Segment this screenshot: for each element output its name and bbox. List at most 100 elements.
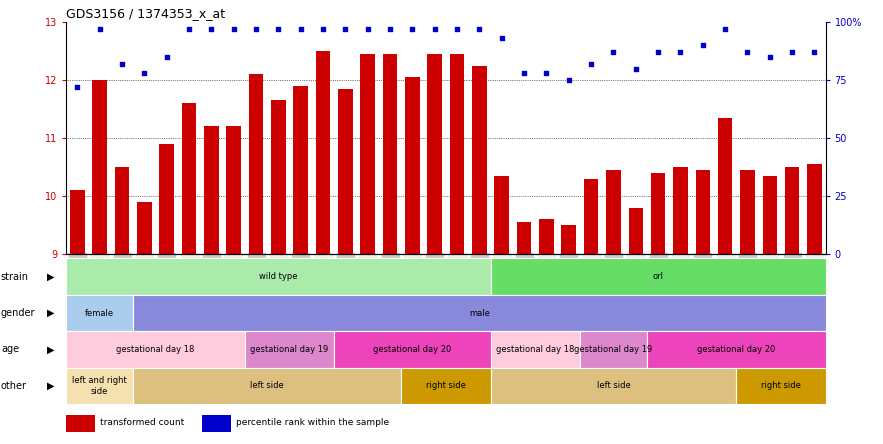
Point: [138, 70, 152, 77]
Bar: [807, 164, 822, 254]
Bar: [249, 74, 263, 254]
Bar: [133, 368, 401, 404]
Bar: [316, 51, 330, 254]
Point: [360, 26, 374, 33]
Point: [115, 60, 129, 67]
Bar: [66, 368, 133, 404]
Bar: [449, 54, 464, 254]
Text: ▶: ▶: [47, 345, 54, 354]
Bar: [491, 331, 580, 368]
Text: percentile rank within the sample: percentile rank within the sample: [237, 418, 389, 427]
Bar: [740, 170, 755, 254]
Bar: [70, 190, 85, 254]
Bar: [335, 331, 491, 368]
Bar: [360, 54, 375, 254]
Text: gender: gender: [1, 308, 35, 318]
Point: [249, 26, 263, 33]
Text: gestational day 20: gestational day 20: [374, 345, 451, 354]
Text: other: other: [1, 381, 26, 391]
Bar: [293, 86, 308, 254]
Bar: [405, 77, 419, 254]
Bar: [491, 368, 736, 404]
Bar: [427, 54, 442, 254]
Text: gestational day 19: gestational day 19: [251, 345, 328, 354]
Bar: [584, 178, 599, 254]
Point: [562, 77, 576, 84]
Text: left and right
side: left and right side: [72, 376, 127, 396]
Bar: [736, 368, 826, 404]
Point: [674, 49, 688, 56]
Text: gestational day 19: gestational day 19: [574, 345, 653, 354]
Text: left side: left side: [597, 381, 630, 390]
Bar: [115, 167, 129, 254]
Bar: [66, 295, 133, 331]
Bar: [66, 258, 491, 295]
Point: [271, 26, 285, 33]
Point: [718, 26, 732, 33]
Text: left side: left side: [251, 381, 284, 390]
Point: [540, 70, 554, 77]
Point: [763, 53, 777, 60]
Point: [472, 26, 487, 33]
Bar: [562, 225, 576, 254]
Bar: [606, 170, 621, 254]
Bar: [93, 80, 107, 254]
Point: [316, 26, 330, 33]
Bar: [66, 331, 245, 368]
Point: [494, 35, 509, 42]
Point: [405, 26, 419, 33]
Bar: [651, 173, 666, 254]
Text: ▶: ▶: [47, 381, 54, 391]
Bar: [271, 100, 286, 254]
Bar: [647, 331, 826, 368]
Point: [740, 49, 754, 56]
Point: [227, 26, 241, 33]
Text: gestational day 18: gestational day 18: [496, 345, 575, 354]
Text: ▶: ▶: [47, 308, 54, 318]
Bar: [718, 118, 732, 254]
Bar: [401, 368, 491, 404]
Bar: [202, 415, 231, 432]
Text: ▶: ▶: [47, 272, 54, 281]
Bar: [494, 176, 509, 254]
Point: [294, 26, 308, 33]
Point: [182, 26, 196, 33]
Text: GDS3156 / 1374353_x_at: GDS3156 / 1374353_x_at: [66, 7, 225, 20]
Bar: [491, 258, 826, 295]
Bar: [580, 331, 647, 368]
Point: [517, 70, 532, 77]
Text: transformed count: transformed count: [100, 418, 185, 427]
Text: orl: orl: [653, 272, 664, 281]
Point: [629, 65, 643, 72]
Point: [696, 42, 710, 49]
Bar: [785, 167, 799, 254]
Bar: [204, 127, 219, 254]
Bar: [763, 176, 777, 254]
Text: right side: right side: [761, 381, 801, 390]
Point: [71, 83, 85, 91]
Bar: [66, 415, 95, 432]
Bar: [137, 202, 152, 254]
Text: female: female: [85, 309, 114, 317]
Text: strain: strain: [1, 272, 29, 281]
Bar: [540, 219, 554, 254]
Text: gestational day 18: gestational day 18: [117, 345, 195, 354]
Bar: [472, 66, 487, 254]
Bar: [182, 103, 196, 254]
Bar: [245, 331, 335, 368]
Bar: [517, 222, 532, 254]
Text: right side: right side: [426, 381, 466, 390]
Point: [450, 26, 464, 33]
Bar: [226, 127, 241, 254]
Text: male: male: [469, 309, 490, 317]
Bar: [629, 208, 643, 254]
Bar: [160, 144, 174, 254]
Text: wild type: wild type: [259, 272, 298, 281]
Point: [427, 26, 442, 33]
Bar: [696, 170, 710, 254]
Bar: [338, 89, 352, 254]
Point: [383, 26, 397, 33]
Point: [204, 26, 218, 33]
Text: gestational day 20: gestational day 20: [698, 345, 775, 354]
Point: [584, 60, 598, 67]
